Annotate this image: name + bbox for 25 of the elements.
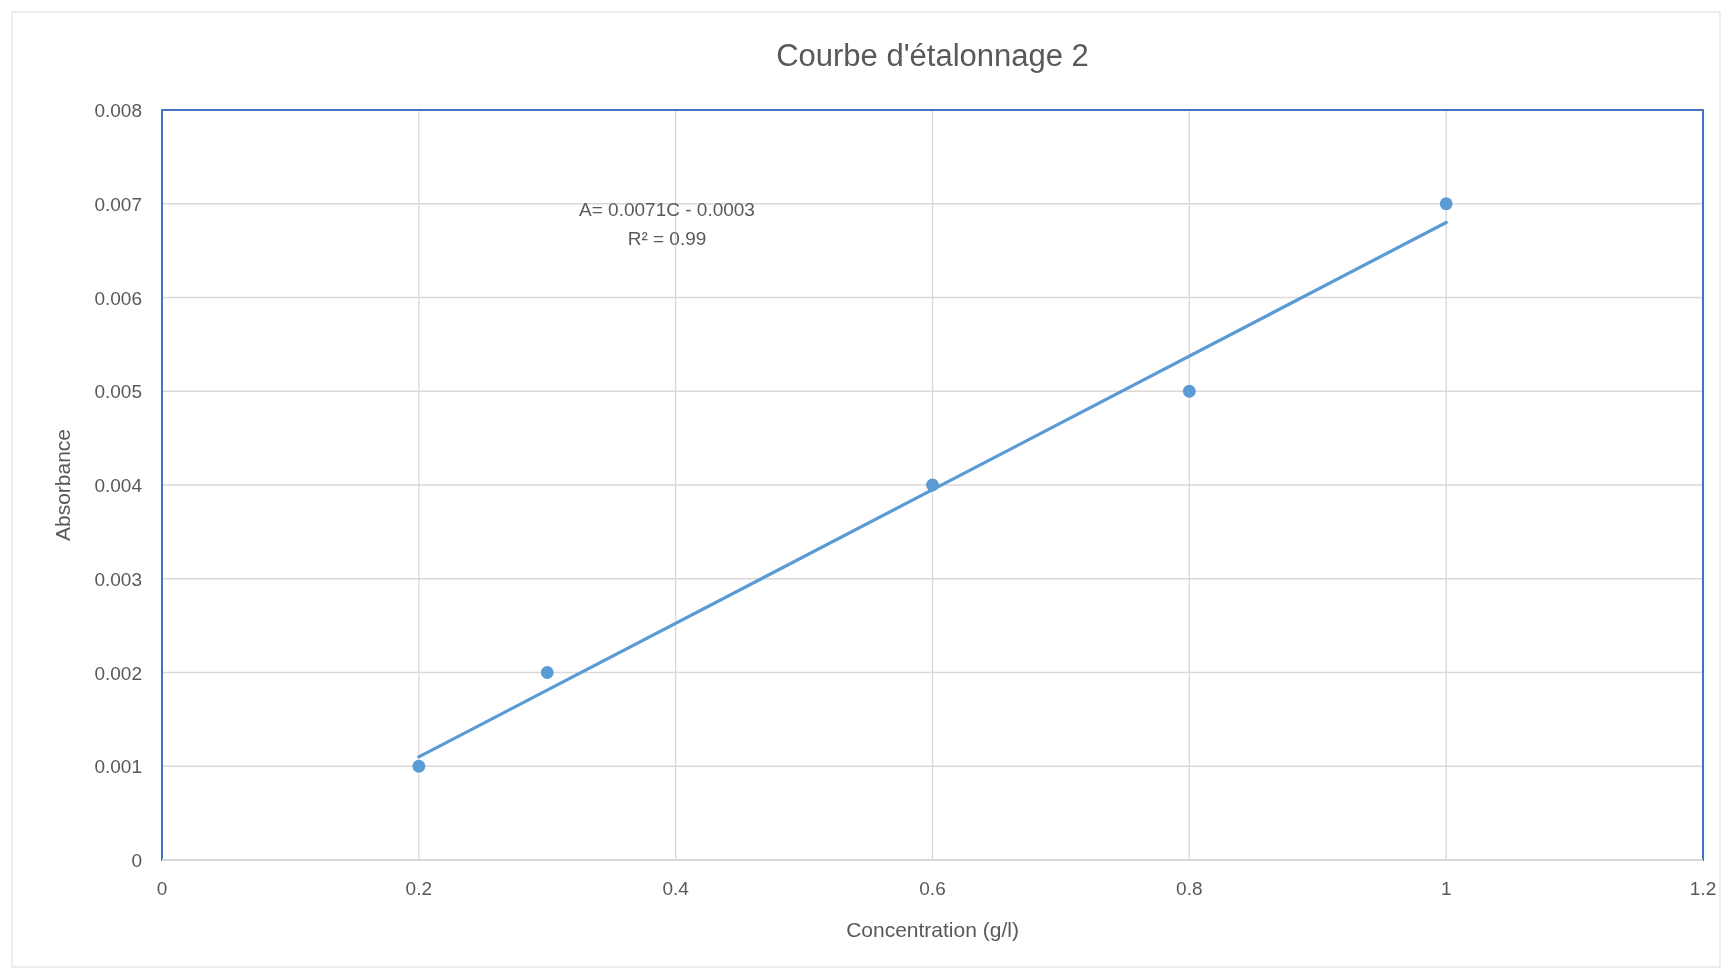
y-tick-label: 0.004 bbox=[94, 475, 143, 496]
x-tick-label: 0.4 bbox=[662, 878, 690, 899]
chart-title: Courbe d'étalonnage 2 bbox=[776, 38, 1089, 73]
annotation: A= 0.0071C - 0.0003 bbox=[579, 199, 755, 220]
point bbox=[1439, 197, 1453, 211]
y-axis-title: Absorbance bbox=[51, 428, 74, 542]
x-tick-label: 0.8 bbox=[1176, 878, 1203, 899]
y-tick-label: 0.002 bbox=[94, 662, 142, 684]
x-tick-label: 0.6 bbox=[919, 878, 946, 899]
y-tick-label: 0.005 bbox=[94, 381, 142, 403]
x-tick-label: 0.2 bbox=[405, 878, 433, 899]
point bbox=[412, 759, 426, 773]
point bbox=[1182, 384, 1196, 398]
x-tick-label: 1.2 bbox=[1689, 878, 1717, 899]
x-tick-label: 1 bbox=[1440, 878, 1452, 899]
y-tick-label: 0.007 bbox=[94, 193, 142, 215]
point bbox=[540, 666, 554, 679]
y-tick-label: 0 bbox=[131, 850, 142, 871]
y-tick-label: 0.008 bbox=[94, 100, 142, 121]
x-tick-label: 0 bbox=[156, 878, 168, 899]
y-tick-label: 0.001 bbox=[94, 756, 142, 778]
y-tick-label: 0.006 bbox=[94, 287, 142, 309]
y-tick-label: 0.003 bbox=[94, 568, 142, 590]
x-axis-title: Concentration (g/l) bbox=[846, 918, 1019, 941]
annotation: R² = 0.99 bbox=[627, 228, 707, 249]
